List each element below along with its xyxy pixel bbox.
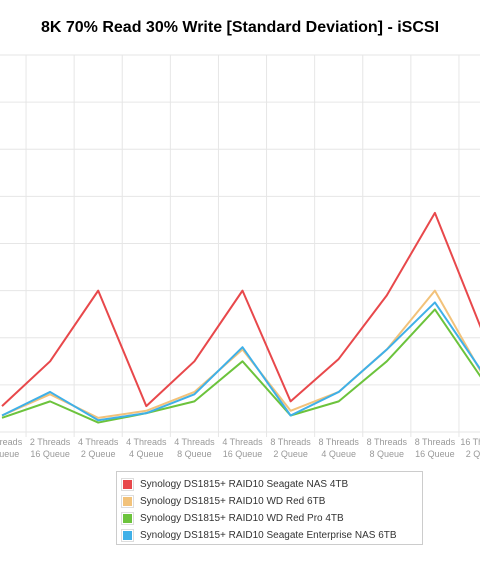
- x-tick-label: 4 Threads 8 Queue: [174, 437, 215, 459]
- legend-item[interactable]: Synology DS1815+ RAID10 WD Red 6TB: [121, 493, 422, 510]
- series-line-4: [1, 301, 480, 422]
- x-tick-label: 8 Threads 2 Queue: [270, 437, 311, 459]
- legend-label: Synology DS1815+ RAID10 Seagate Enterpri…: [140, 530, 397, 541]
- legend-item[interactable]: Synology DS1815+ RAID10 Seagate NAS 4TB: [121, 476, 422, 493]
- series-line-3: [1, 308, 480, 424]
- series-line-1: [1, 211, 480, 408]
- series-lines: [1, 211, 480, 424]
- gridlines: [0, 54, 480, 437]
- legend-label: Synology DS1815+ RAID10 WD Red Pro 4TB: [140, 513, 344, 524]
- legend-item[interactable]: Synology DS1815+ RAID10 Seagate Enterpri…: [121, 527, 422, 544]
- x-tick-label: 8 Threads 8 Queue: [367, 437, 408, 459]
- x-tick-label: 4 Threads 16 Queue: [222, 437, 263, 459]
- legend-label: Synology DS1815+ RAID10 WD Red 6TB: [140, 496, 326, 507]
- x-tick-label: 8 Threads 4 Queue: [319, 437, 360, 459]
- x-tick-label: 4 Threads 4 Queue: [126, 437, 167, 459]
- x-tick-label: 2 Threads 16 Queue: [30, 437, 71, 459]
- legend-swatch: [121, 495, 134, 508]
- x-tick-label: 8 Threads 16 Queue: [415, 437, 456, 459]
- legend-swatch: [121, 478, 134, 491]
- legend-label: Synology DS1815+ RAID10 Seagate NAS 4TB: [140, 479, 349, 490]
- legend: Synology DS1815+ RAID10 Seagate NAS 4TB …: [116, 471, 423, 545]
- legend-swatch: [121, 529, 134, 542]
- x-tick-label: 4 Threads 2 Queue: [78, 437, 119, 459]
- legend-swatch: [121, 512, 134, 525]
- chart-title: 8K 70% Read 30% Write [Standard Deviatio…: [40, 19, 440, 36]
- legend-item[interactable]: Synology DS1815+ RAID10 WD Red Pro 4TB: [121, 510, 422, 527]
